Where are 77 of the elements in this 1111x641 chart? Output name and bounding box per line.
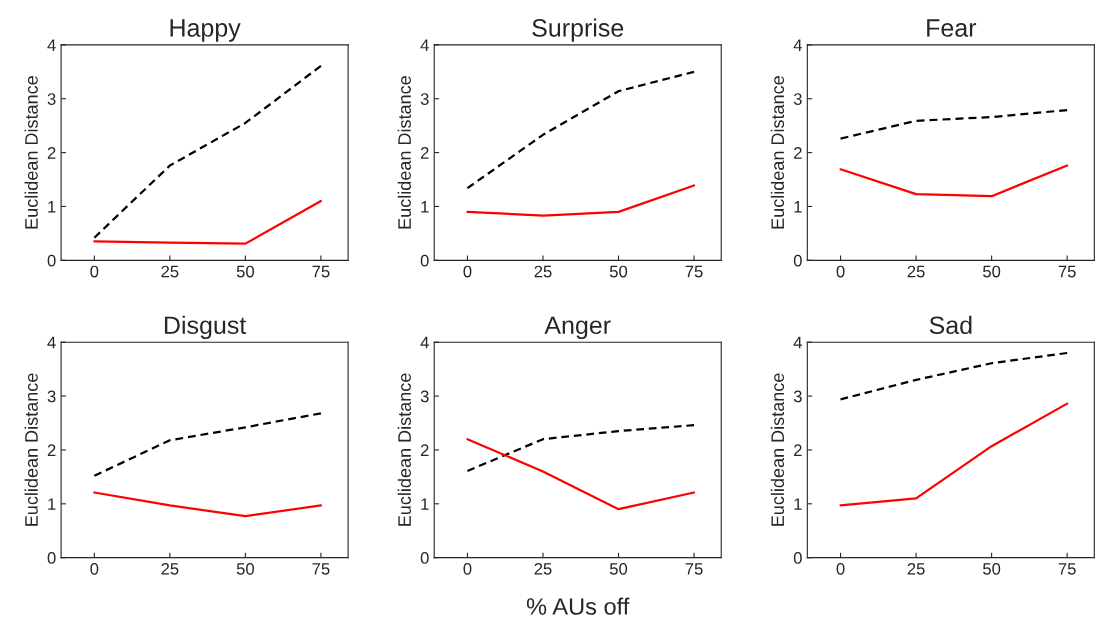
y-tick-label: 1 xyxy=(794,498,802,510)
y-tick-label: 1 xyxy=(48,498,56,510)
chart-title: Surprise xyxy=(532,18,624,42)
x-tick-label: 50 xyxy=(609,562,628,575)
line-series xyxy=(466,70,696,190)
chart-title: Anger xyxy=(544,316,611,340)
x-tick-label: 75 xyxy=(1058,265,1076,278)
y-tick-label: 1 xyxy=(794,201,802,213)
y-tick-label: 3 xyxy=(420,93,429,105)
y-tick-label: 1 xyxy=(48,201,56,213)
x-tick-label: 50 xyxy=(983,562,1001,575)
y-axis-title: Euclidean Distance xyxy=(770,76,785,229)
x-tick-label: 75 xyxy=(685,563,703,575)
y-axis-title: Euclidean Distance xyxy=(397,76,411,229)
line-series xyxy=(93,412,323,477)
y-tick-label: 1 xyxy=(421,498,429,510)
x-tick-label: 50 xyxy=(983,265,1001,278)
chart-title: Disgust xyxy=(164,315,247,340)
x-tick-label: 75 xyxy=(312,265,330,278)
y-tick-label: 4 xyxy=(420,336,429,349)
x-tick-label: 25 xyxy=(907,562,925,575)
x-tick-label: 25 xyxy=(161,562,179,575)
line-series xyxy=(466,438,696,511)
y-tick-label: 2 xyxy=(420,147,429,159)
y-tick-label: 0 xyxy=(420,552,429,564)
y-axis-title: Euclidean Distance xyxy=(24,373,38,526)
line-series xyxy=(839,351,1069,401)
y-tick-label: 4 xyxy=(793,336,802,349)
x-tick-label: 75 xyxy=(685,265,703,278)
x-tick-label: 0 xyxy=(836,265,845,278)
line-series xyxy=(93,64,323,239)
y-tick-label: 3 xyxy=(793,93,802,105)
y-tick-label: 0 xyxy=(47,254,56,267)
y-tick-label: 2 xyxy=(47,147,56,159)
x-tick-label: 25 xyxy=(907,265,925,278)
x-tick-label: 25 xyxy=(534,562,552,575)
y-tick-label: 4 xyxy=(47,336,56,349)
x-tick-label: 0 xyxy=(90,562,99,575)
line-series xyxy=(839,402,1069,507)
y-tick-label: 3 xyxy=(420,390,429,403)
x-tick-label: 25 xyxy=(534,265,552,278)
x-tick-label: 50 xyxy=(236,562,255,575)
y-tick-label: 0 xyxy=(420,254,429,267)
x-tick-label: 75 xyxy=(1058,563,1076,575)
x-tick-label: 50 xyxy=(609,265,628,278)
x-tick-label: 25 xyxy=(161,265,179,278)
y-axis-title: Euclidean Distance xyxy=(770,373,785,526)
y-tick-label: 2 xyxy=(794,147,802,159)
x-tick-label: 75 xyxy=(312,563,330,575)
chart-title: Sad xyxy=(929,315,972,335)
chart-title: Fear xyxy=(927,19,977,37)
y-tick-label: 3 xyxy=(47,93,56,105)
line-series xyxy=(839,108,1069,140)
y-tick-label: 4 xyxy=(420,39,429,51)
y-tick-label: 2 xyxy=(420,444,429,456)
x-tick-label: 0 xyxy=(463,562,472,575)
line-series xyxy=(839,164,1069,198)
y-tick-label: 2 xyxy=(794,444,802,456)
chart-title: Happy xyxy=(170,19,241,42)
y-tick-label: 2 xyxy=(47,444,56,456)
y-tick-label: 4 xyxy=(793,39,802,51)
y-tick-label: 3 xyxy=(793,390,802,403)
x-tick-label: 0 xyxy=(90,265,99,278)
x-tick-label: 50 xyxy=(236,265,255,278)
line-series xyxy=(93,199,323,245)
y-tick-label: 0 xyxy=(793,254,802,267)
y-axis-title: Euclidean Distance xyxy=(397,373,411,526)
y-tick-label: 0 xyxy=(47,552,56,564)
x-tick-label: 0 xyxy=(836,562,845,575)
y-tick-label: 1 xyxy=(421,201,429,213)
y-tick-label: 4 xyxy=(47,39,56,51)
y-axis-title: Euclidean Distance xyxy=(24,76,38,229)
line-series xyxy=(466,424,696,473)
x-tick-label: 0 xyxy=(463,265,472,278)
y-tick-label: 3 xyxy=(47,390,56,403)
y-tick-label: 0 xyxy=(793,552,802,564)
x-axis-title: % AUs off xyxy=(526,597,630,615)
